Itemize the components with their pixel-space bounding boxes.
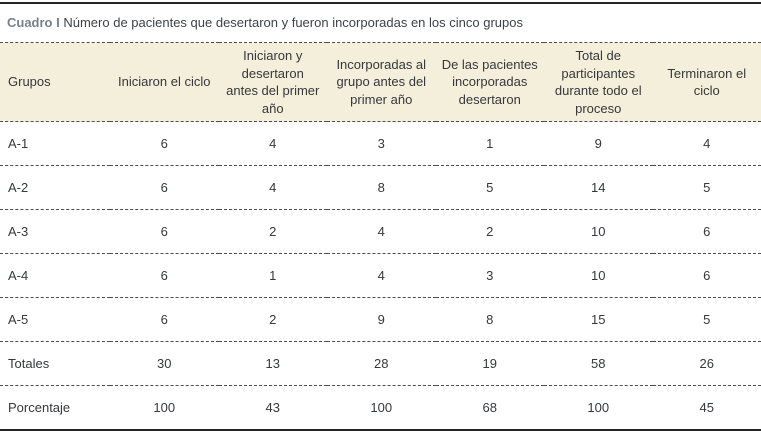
row-label: A-2 xyxy=(0,165,110,210)
top-rule xyxy=(0,2,761,4)
table-cell: 2 xyxy=(435,209,544,254)
column-header-incorporadas: Incorporadas al grupo antes del primer a… xyxy=(327,42,436,122)
table-cell: 10 xyxy=(544,253,653,298)
table-cell: 6 xyxy=(110,253,219,298)
table-cell: 8 xyxy=(435,297,544,342)
table-cell: 30 xyxy=(110,341,219,386)
table-cell: 4 xyxy=(327,253,436,298)
table-cell: 10 xyxy=(544,209,653,254)
column-header-iniciaron-desertaron: Iniciaron y desertaron antes del primer … xyxy=(218,42,327,122)
table-cell: 6 xyxy=(110,165,219,210)
table-cell: 9 xyxy=(544,121,653,166)
table-row-percentage: Porcentaje 100 43 100 68 100 45 xyxy=(0,385,761,431)
table-cell: 9 xyxy=(327,297,436,342)
table-cell: 5 xyxy=(652,165,761,210)
row-label: A-5 xyxy=(0,297,110,342)
row-label: A-3 xyxy=(0,209,110,254)
table-cell: 5 xyxy=(435,165,544,210)
table-row: A-2 6 4 8 5 14 5 xyxy=(0,165,761,210)
table-cell: 100 xyxy=(110,385,219,431)
row-label: Totales xyxy=(0,341,110,386)
table-cell: 3 xyxy=(435,253,544,298)
table-cell: 1 xyxy=(218,253,327,298)
table-cell: 45 xyxy=(652,385,761,431)
table-cell: 100 xyxy=(544,385,653,431)
table-row: A-4 6 1 4 3 10 6 xyxy=(0,253,761,298)
row-label: A-4 xyxy=(0,253,110,298)
column-header-grupos: Grupos xyxy=(0,42,110,122)
table-cell: 26 xyxy=(652,341,761,386)
column-header-terminaron: Terminaron el ciclo xyxy=(652,42,761,122)
table-cell: 6 xyxy=(110,209,219,254)
table-cell: 4 xyxy=(327,209,436,254)
column-header-incorporadas-desertaron: De las pacientes incorporadas desertaron xyxy=(435,42,544,122)
table-cell: 6 xyxy=(110,297,219,342)
header-row: Grupos Iniciaron el ciclo Iniciaron y de… xyxy=(0,42,761,122)
table-cell: 6 xyxy=(652,209,761,254)
table-caption: Cuadro I Número de pacientes que deserta… xyxy=(0,4,761,42)
table-cell: 4 xyxy=(652,121,761,166)
table-cell: 19 xyxy=(435,341,544,386)
table-row: A-5 6 2 9 8 15 5 xyxy=(0,297,761,342)
table-cell: 6 xyxy=(652,253,761,298)
row-label: A-1 xyxy=(0,121,110,166)
table-row: A-3 6 2 4 2 10 6 xyxy=(0,209,761,254)
column-header-iniciaron-ciclo: Iniciaron el ciclo xyxy=(110,42,219,122)
table-cell: 1 xyxy=(435,121,544,166)
table-caption-text: Número de pacientes que desertaron y fue… xyxy=(63,15,523,30)
table-cell: 14 xyxy=(544,165,653,210)
table-cell: 58 xyxy=(544,341,653,386)
column-header-total-participantes: Total de participantes durante todo el p… xyxy=(544,42,653,122)
table-cell: 13 xyxy=(218,341,327,386)
table-cell: 4 xyxy=(218,121,327,166)
data-table: Grupos Iniciaron el ciclo Iniciaron y de… xyxy=(0,42,761,431)
table-caption-label: Cuadro I xyxy=(7,15,60,30)
table-cell: 28 xyxy=(327,341,436,386)
table-cell: 68 xyxy=(435,385,544,431)
table-row: A-1 6 4 3 1 9 4 xyxy=(0,121,761,166)
table-cell: 2 xyxy=(218,209,327,254)
table-cell: 8 xyxy=(327,165,436,210)
table-cell: 5 xyxy=(652,297,761,342)
table-cell: 2 xyxy=(218,297,327,342)
table-cell: 6 xyxy=(110,121,219,166)
table-cell: 15 xyxy=(544,297,653,342)
table-cell: 4 xyxy=(218,165,327,210)
table-cell: 43 xyxy=(218,385,327,431)
table-cell: 3 xyxy=(327,121,436,166)
row-label: Porcentaje xyxy=(0,385,110,431)
table-cell: 100 xyxy=(327,385,436,431)
table-row-totals: Totales 30 13 28 19 58 26 xyxy=(0,341,761,386)
